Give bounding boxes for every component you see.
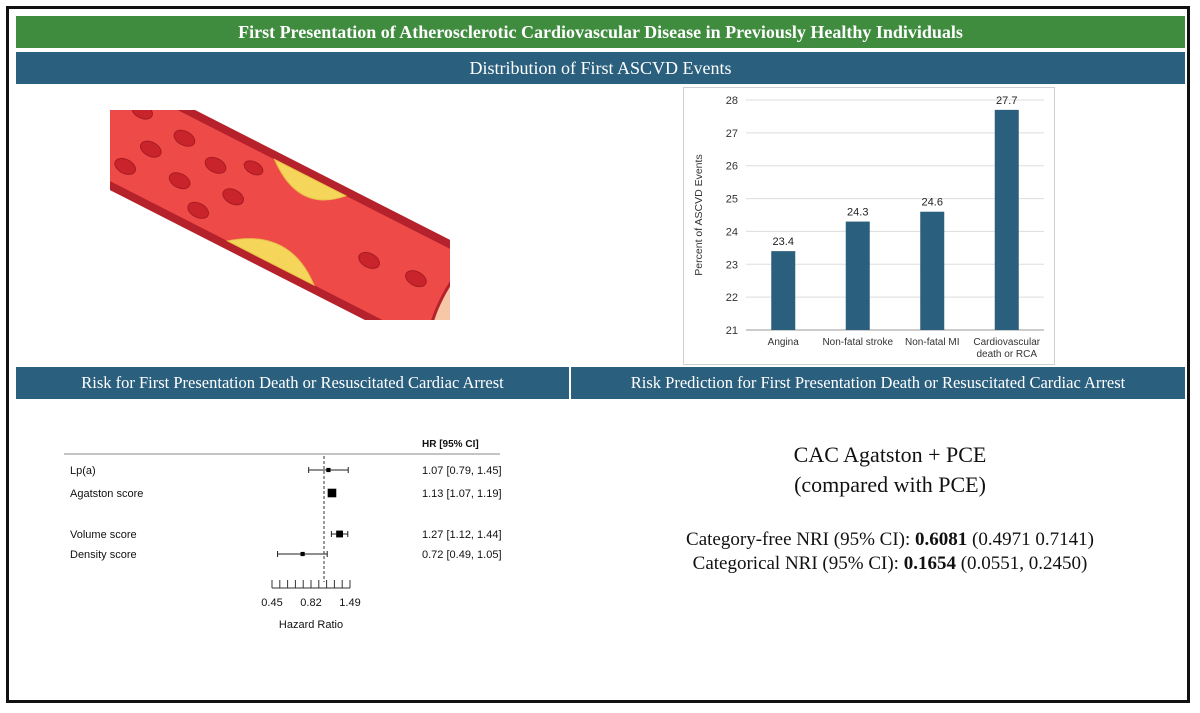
bar-data-label: 27.7: [996, 95, 1017, 107]
artery-illustration: [110, 110, 450, 320]
main-title: First Presentation of Atherosclerotic Ca…: [16, 16, 1185, 48]
forest-column-header: HR [95% CI]: [422, 439, 479, 450]
forest-point-estimate: [300, 551, 305, 557]
bar: [920, 211, 945, 330]
cf-value: 0.6081: [915, 529, 968, 550]
forest-point-estimate: [326, 467, 331, 473]
ascvd-bar-chart: 21 22 23 24 25 26 27 28 Percent of ASCVD Events 2…: [683, 87, 1055, 365]
y-tick-label: 25: [726, 194, 738, 206]
forest-row-value: 1.13 [1.07, 1.19]: [422, 488, 502, 500]
forest-row-label: Agatston score: [70, 488, 143, 500]
plaque-bottom: [225, 238, 315, 287]
bar: [845, 221, 870, 330]
forest-x-axis-label: Hazard Ratio: [279, 619, 343, 631]
categorical-nri: Categorical NRI (95% CI): 0.1654 (0.0551…: [600, 552, 1180, 576]
x-tick-label: death or RCA: [976, 349, 1037, 360]
y-tick-label: 26: [726, 161, 738, 173]
forest-x-tick-label: 0.45: [261, 597, 282, 609]
bar-data-label: 24.3: [847, 207, 868, 219]
cat-label: Categorical NRI (95% CI):: [692, 553, 904, 574]
bar: [994, 109, 1019, 330]
artery-cut-end: [427, 254, 450, 320]
bar-chart-svg: 21 22 23 24 25 26 27 28 Percent of ASCVD Events 2…: [693, 95, 1044, 360]
risk-prediction-section-title: Risk Prediction for First Presentation D…: [571, 367, 1185, 399]
forest-row-label: Density score: [70, 549, 137, 561]
red-blood-cells: [114, 110, 427, 288]
forest-x-tick-label: 0.82: [300, 597, 321, 609]
forest-point-estimate: [336, 530, 344, 538]
y-tick-label: 24: [726, 226, 738, 238]
forest-row-value: 1.27 [1.12, 1.44]: [422, 529, 502, 541]
forest-point-estimate: [327, 488, 337, 498]
forest-row-label: Lp(a): [70, 465, 96, 477]
forest-plot-svg: HR [95% CI] Lp(a) 1.07 [0.79, 1.45] Agatsto…: [64, 439, 502, 631]
cac-nri-panel: CAC Agatston + PCE (compared with PCE) C…: [600, 440, 1180, 576]
y-tick-label: 27: [726, 128, 738, 140]
outer-frame: [6, 6, 1190, 703]
forest-x-tick-label: 1.49: [339, 597, 360, 609]
forest-row-value: 0.72 [0.49, 1.05]: [422, 549, 502, 561]
cf-label: Category-free NRI (95% CI):: [686, 529, 916, 550]
x-tick-label: Cardiovascular: [973, 337, 1040, 348]
y-tick-label: 22: [726, 292, 738, 304]
y-tick-label: 23: [726, 259, 738, 271]
forest-row-label: Volume score: [70, 529, 137, 541]
distribution-title: Distribution of First ASCVD Events: [16, 52, 1185, 84]
x-tick-label: Angina: [768, 337, 800, 348]
y-tick-label: 21: [726, 325, 738, 337]
plaque-top: [273, 158, 348, 201]
cat-value: 0.1654: [903, 553, 956, 574]
cf-ci: (0.4971 0.7141): [967, 529, 1094, 550]
bar: [771, 251, 796, 330]
cat-ci: (0.0551, 0.2450): [955, 553, 1088, 574]
risk-section-title: Risk for First Presentation Death or Res…: [16, 367, 569, 399]
bar-data-label: 24.6: [922, 197, 943, 209]
category-free-nri: Category-free NRI (95% CI): 0.6081 (0.49…: [600, 528, 1180, 552]
artery-lumen: [110, 110, 450, 320]
y-tick-label: 28: [726, 95, 738, 107]
cac-title-line2: (compared with PCE): [794, 472, 986, 497]
forest-plot: HR [95% CI] Lp(a) 1.07 [0.79, 1.45] Agatsto…: [60, 432, 530, 647]
bar-data-label: 23.4: [773, 236, 794, 248]
cac-title-line1: CAC Agatston + PCE: [793, 442, 987, 467]
y-axis-label: Percent of ASCVD Events: [693, 154, 705, 275]
x-tick-label: Non-fatal stroke: [822, 337, 893, 348]
x-tick-label: Non-fatal MI: [905, 337, 959, 348]
forest-row-value: 1.07 [0.79, 1.45]: [422, 465, 502, 477]
